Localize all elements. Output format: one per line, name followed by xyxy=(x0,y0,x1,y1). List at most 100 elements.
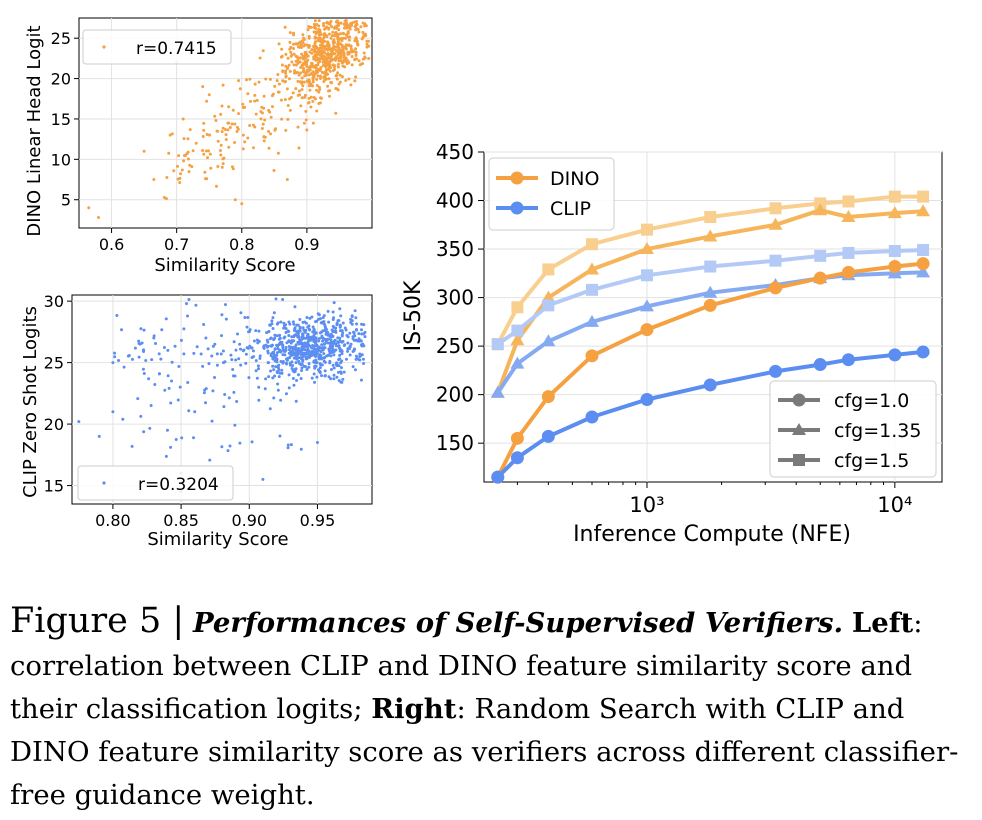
clip-scatter-point xyxy=(286,356,290,360)
clip-scatter-point xyxy=(149,404,153,408)
dino-scatter-point xyxy=(202,121,206,125)
clip-scatter-point xyxy=(360,343,364,347)
dino-scatter-point xyxy=(344,78,348,82)
dino-scatter-point xyxy=(182,137,186,141)
clip-scatter-point xyxy=(351,337,355,341)
clip-scatter-point xyxy=(204,387,208,391)
cfg-legend-label: cfg=1.35 xyxy=(834,420,921,442)
clip-scatter-point xyxy=(182,352,186,356)
dino-scatter-point xyxy=(350,49,354,53)
dino-scatter-point xyxy=(341,60,345,64)
clip-scatter-point xyxy=(275,343,279,347)
clip-scatter-legend: r=0.3204 xyxy=(77,465,234,501)
clip-scatter-point xyxy=(252,339,256,343)
clip-scatter-point xyxy=(339,314,343,318)
dino-scatter-point xyxy=(181,117,185,121)
dino-scatter-legend: r=0.7415 xyxy=(82,29,232,65)
dino-scatter-point xyxy=(357,30,361,34)
clip-scatter-point xyxy=(239,311,243,315)
dino-scatter-point xyxy=(262,106,266,110)
dino-scatter-point xyxy=(237,79,241,83)
dino-scatter-point xyxy=(302,121,306,125)
clip-scatter-point xyxy=(219,352,223,356)
clip-scatter-point xyxy=(167,386,171,390)
clip-triangle-marker xyxy=(541,334,556,347)
clip-scatter-point xyxy=(211,389,215,393)
line-chart-xtick-label: 10⁴ xyxy=(877,493,912,517)
dino-scatter-point xyxy=(326,42,330,46)
dino-scatter-point xyxy=(361,30,365,34)
dino-scatter-point xyxy=(307,100,311,104)
clip-scatter-point xyxy=(272,368,276,372)
dino-scatter-point xyxy=(333,40,337,44)
dino-scatter-point xyxy=(297,73,301,77)
dino-circle-marker xyxy=(813,271,827,285)
clip-scatter-point xyxy=(301,358,305,362)
clip-scatter-point xyxy=(121,417,125,421)
clip-scatter-point xyxy=(318,370,322,374)
dino-scatter-point xyxy=(317,28,321,32)
clip-scatter-point xyxy=(176,398,180,402)
dino-circle-marker xyxy=(510,431,524,445)
clip-scatter-point xyxy=(332,350,336,354)
dino-circle-marker xyxy=(768,281,782,295)
clip-triangle-marker xyxy=(490,385,505,398)
dino-scatter-point xyxy=(334,30,338,34)
dino-scatter-point xyxy=(191,149,195,153)
clip-scatter-point xyxy=(353,309,357,313)
dino-scatter-point xyxy=(227,145,231,149)
dino-scatter-point xyxy=(329,36,333,40)
dino-scatter-point xyxy=(172,169,176,173)
dino-scatter-point xyxy=(326,84,330,88)
clip-scatter-point xyxy=(312,347,316,351)
dino-scatter-point xyxy=(298,40,302,44)
clip-scatter-point xyxy=(362,362,366,366)
clip-scatter-point xyxy=(331,318,335,322)
dino-scatter-point xyxy=(328,22,332,26)
dino-scatter-point xyxy=(260,111,264,115)
dino-scatter-point xyxy=(269,115,273,119)
clip-scatter-point xyxy=(236,332,240,336)
clip-scatter-point xyxy=(239,347,243,351)
dino-scatter-point xyxy=(258,56,262,60)
dino-scatter-point xyxy=(300,81,304,85)
clip-scatter-point xyxy=(327,333,331,337)
dino-square-marker xyxy=(542,263,555,276)
clip-scatter-point xyxy=(315,441,319,445)
dino-scatter-point xyxy=(314,36,318,40)
dino-scatter-point xyxy=(202,152,206,156)
clip-scatter-point xyxy=(148,426,152,430)
dino-triangle-marker xyxy=(584,262,599,275)
clip-scatter-point xyxy=(192,436,196,440)
dino-scatter-point xyxy=(221,157,225,161)
dino-scatter-point xyxy=(290,60,294,64)
clip-scatter-point xyxy=(248,328,252,332)
dino-scatter-point xyxy=(233,198,237,202)
clip-scatter-point xyxy=(305,367,309,371)
dino-scatter-point xyxy=(361,21,365,25)
dino-scatter-point xyxy=(322,44,326,48)
clip-scatter-point xyxy=(332,377,336,381)
clip-scatter-point xyxy=(322,352,326,356)
clip-scatter-point xyxy=(332,301,336,305)
dino-scatter-point xyxy=(339,32,343,36)
clip-scatter-xtick-label: 0.95 xyxy=(300,511,336,530)
clip-scatter-point xyxy=(234,348,238,352)
dino-scatter-legend-marker xyxy=(102,45,106,49)
clip-scatter-point xyxy=(250,346,254,350)
dino-scatter-point xyxy=(288,31,292,35)
dino-scatter-point xyxy=(343,56,347,60)
clip-scatter-ytick-label: 15 xyxy=(44,477,64,496)
clip-scatter-point xyxy=(350,314,354,318)
clip-scatter-point xyxy=(173,344,177,348)
clip-scatter-point xyxy=(227,396,231,400)
clip-scatter-point xyxy=(295,378,299,382)
dino-circle-series xyxy=(491,257,930,484)
dino-scatter-point xyxy=(301,84,305,88)
clip-scatter-point xyxy=(326,309,330,313)
dino-scatter-point xyxy=(323,39,327,43)
dino-scatter-point xyxy=(253,82,257,86)
dino-scatter-point xyxy=(286,117,290,121)
clip-scatter-point xyxy=(327,375,331,379)
clip-scatter-point xyxy=(232,390,236,394)
